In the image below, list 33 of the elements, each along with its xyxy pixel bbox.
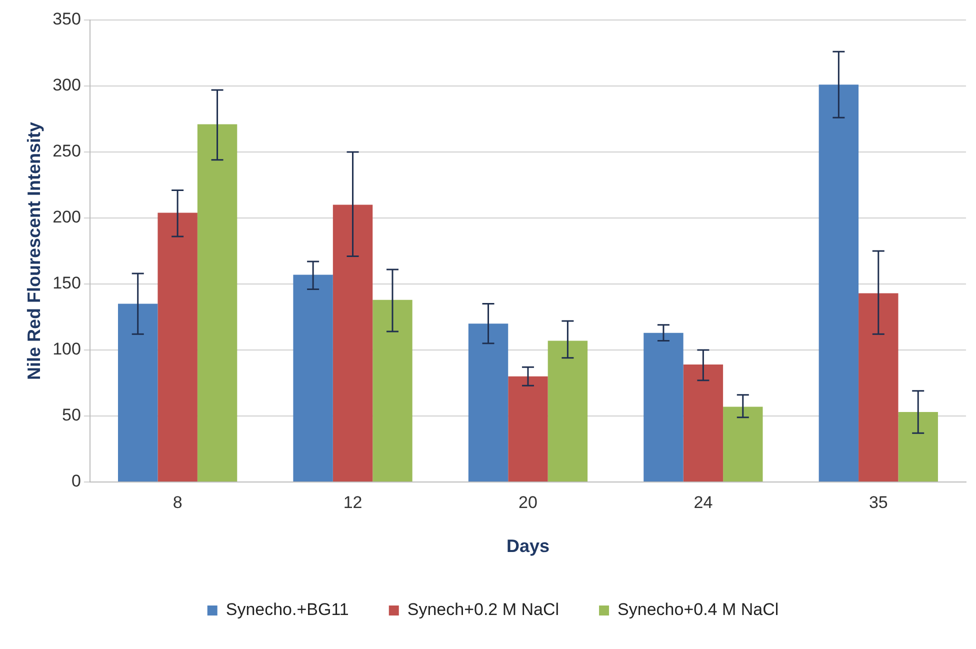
bar: [644, 332, 684, 482]
x-tick-label: 12: [343, 492, 362, 512]
bar: [197, 124, 238, 482]
bar: [683, 364, 724, 482]
bar: [372, 300, 412, 482]
legend-label: Synecho+0.4 M NaCl: [618, 600, 779, 620]
bar: [898, 412, 938, 482]
bar: [818, 84, 859, 482]
y-tick-label: 200: [52, 208, 81, 227]
x-tick-label: 35: [868, 492, 888, 512]
y-tick-label: 150: [52, 274, 81, 293]
legend-label: Synech+0.2 M NaCl: [407, 600, 560, 620]
x-tick-label: 20: [518, 492, 538, 512]
x-axis-title: Days: [506, 536, 550, 556]
bar: [468, 324, 508, 482]
bar: [118, 304, 158, 482]
y-tick-label: 300: [52, 76, 81, 95]
y-axis-title: Nile Red Flourescent Intensity: [24, 122, 44, 380]
y-tick-label: 250: [52, 142, 81, 161]
bar: [723, 406, 763, 482]
legend-label: Synecho.+BG11: [226, 600, 349, 620]
bar: [158, 212, 198, 482]
y-tick-label: 100: [52, 340, 81, 359]
bar: [293, 274, 333, 482]
bar: [548, 340, 588, 482]
bar: [508, 376, 548, 482]
y-tick-label: 50: [62, 406, 81, 425]
y-tick-label: 0: [71, 472, 81, 491]
bar: [858, 293, 898, 482]
bar: [332, 204, 373, 482]
x-tick-label: 8: [172, 492, 182, 512]
x-tick-label: 24: [694, 492, 713, 512]
y-tick-label: 350: [52, 10, 81, 29]
